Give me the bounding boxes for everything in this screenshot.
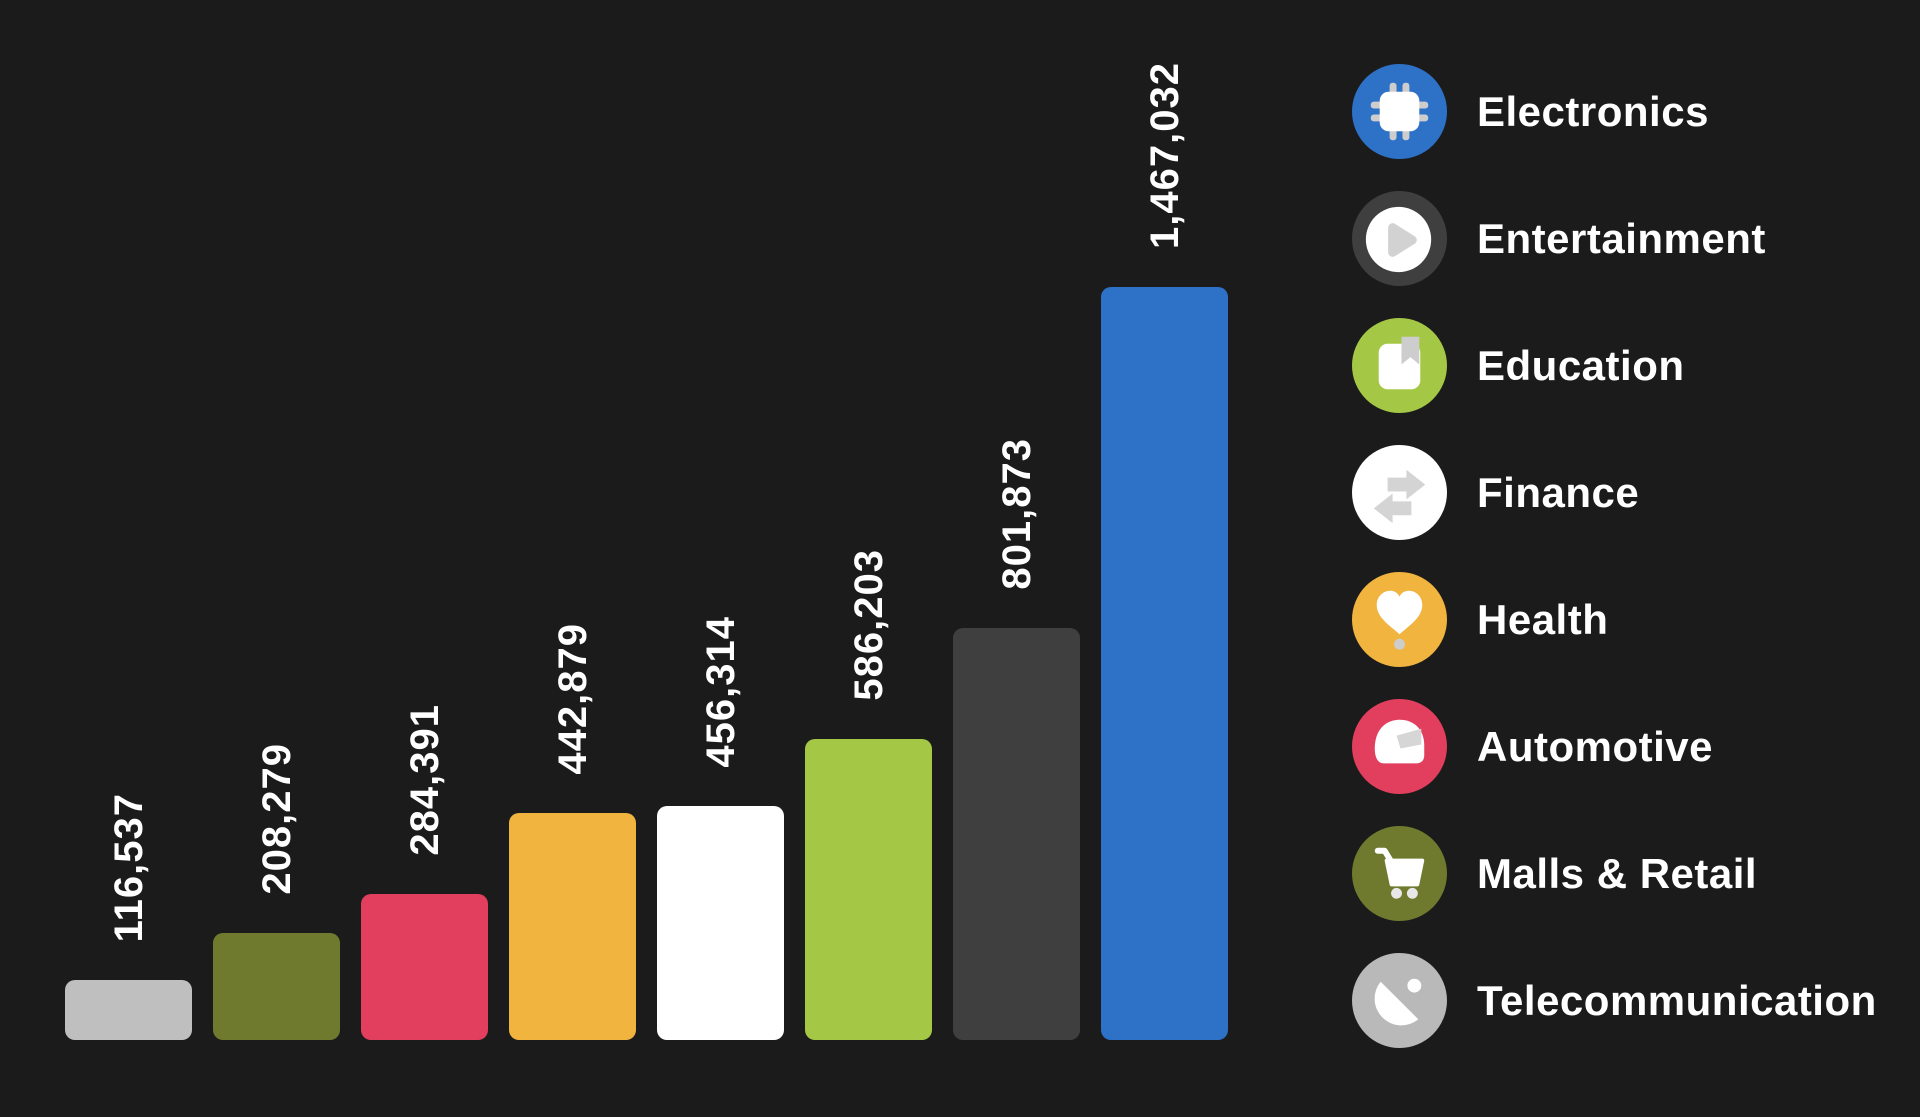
legend-item-finance[interactable]: Finance <box>1352 445 1877 540</box>
play-icon <box>1352 191 1447 286</box>
chart-legend: Electronics Entertainment Education Fina… <box>1352 64 1877 1048</box>
bar-telecommunication[interactable] <box>65 980 192 1040</box>
legend-label: Entertainment <box>1477 214 1766 262</box>
bar-value-label: 116,537 <box>106 792 151 942</box>
bar-malls-retail[interactable] <box>213 933 340 1040</box>
legend-item-education[interactable]: Education <box>1352 318 1877 413</box>
helmet-icon <box>1352 699 1447 794</box>
bar-finance[interactable] <box>657 806 784 1040</box>
legend-label: Health <box>1477 595 1609 643</box>
legend-item-automotive[interactable]: Automotive <box>1352 699 1877 794</box>
legend-item-electronics[interactable]: Electronics <box>1352 64 1877 159</box>
legend-label: Automotive <box>1477 722 1713 770</box>
bar-value-label: 208,279 <box>254 743 299 895</box>
bar-group-education: 586,203 <box>805 0 932 1040</box>
heart-icon <box>1352 572 1447 667</box>
bar-value-label: 284,391 <box>402 704 447 856</box>
legend-item-telecommunication[interactable]: Telecommunication <box>1352 953 1877 1048</box>
bar-value-label: 801,873 <box>994 438 1039 590</box>
legend-label: Telecommunication <box>1477 976 1877 1024</box>
legend-label: Finance <box>1477 468 1640 516</box>
bar-chart: 116,537 208,279 284,391 442,879 456,314 586,2… <box>65 0 1228 1040</box>
bar-group-entertainment: 801,873 <box>953 0 1080 1040</box>
bar-value-label: 456,314 <box>698 616 743 768</box>
transfer-arrows-icon <box>1352 445 1447 540</box>
legend-label: Electronics <box>1477 87 1709 135</box>
legend-label: Malls & Retail <box>1477 849 1758 897</box>
legend-item-malls-retail[interactable]: Malls & Retail <box>1352 826 1877 921</box>
chip-icon <box>1352 64 1447 159</box>
bar-entertainment[interactable] <box>953 628 1080 1040</box>
bar-group-health: 442,879 <box>509 0 636 1040</box>
legend-item-health[interactable]: Health <box>1352 572 1877 667</box>
bar-value-label: 442,879 <box>550 623 595 775</box>
book-icon <box>1352 318 1447 413</box>
bar-education[interactable] <box>805 739 932 1040</box>
bar-group-telecommunication: 116,537 <box>65 0 192 1040</box>
bar-automotive[interactable] <box>361 894 488 1040</box>
bar-electronics[interactable] <box>1101 287 1228 1040</box>
cart-icon <box>1352 826 1447 921</box>
bar-value-label: 586,203 <box>846 549 891 701</box>
bar-group-electronics: 1,467,032 <box>1101 0 1228 1040</box>
legend-item-entertainment[interactable]: Entertainment <box>1352 191 1877 286</box>
bar-value-label: 1,467,032 <box>1142 62 1187 249</box>
satellite-dish-icon <box>1352 953 1447 1048</box>
bar-group-finance: 456,314 <box>657 0 784 1040</box>
bar-health[interactable] <box>509 813 636 1040</box>
legend-label: Education <box>1477 341 1685 389</box>
bar-group-malls-retail: 208,279 <box>213 0 340 1040</box>
bar-group-automotive: 284,391 <box>361 0 488 1040</box>
